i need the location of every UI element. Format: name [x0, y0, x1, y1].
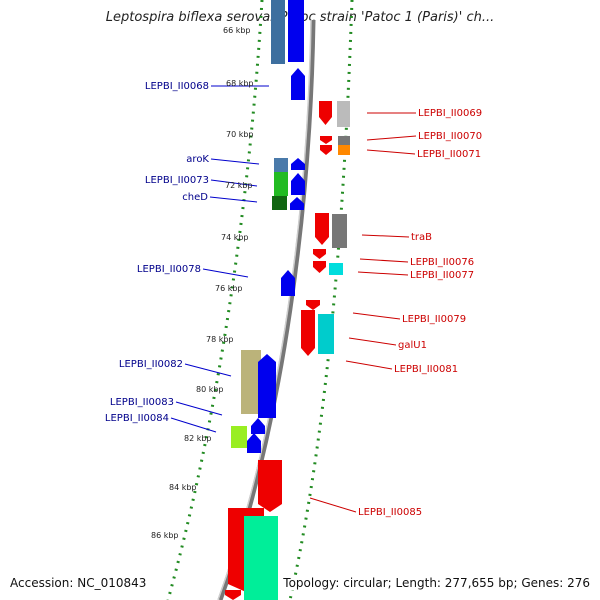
gene-block[interactable] — [288, 0, 304, 62]
label-leader-line — [210, 158, 260, 165]
tick-label: 78 kbp — [206, 335, 234, 344]
label-leader-line — [175, 401, 223, 416]
label-leader-line — [309, 497, 357, 513]
reverse-gene-arrow[interactable] — [301, 310, 315, 356]
forward-gene-arrow[interactable] — [258, 354, 276, 418]
label-leader-line — [170, 417, 217, 433]
gene-label[interactable]: LEPBI_II0079 — [402, 314, 466, 325]
tick-label: 82 kbp — [184, 434, 212, 443]
label-leader-line — [345, 360, 393, 370]
label-leader-line — [209, 196, 258, 203]
forward-gene-arrow[interactable] — [251, 418, 265, 434]
label-leader-line — [361, 234, 410, 238]
tick-label: 68 kbp — [226, 79, 254, 88]
label-leader-line — [210, 179, 258, 187]
tick-label: 74 kbp — [221, 233, 249, 242]
tick-label: 80 kbp — [196, 385, 224, 394]
tick-label: 86 kbp — [151, 531, 179, 540]
gene-block[interactable] — [337, 101, 350, 127]
reverse-gene-arrow[interactable] — [319, 101, 332, 125]
gene-block[interactable] — [272, 196, 287, 210]
gene-block[interactable] — [332, 214, 347, 248]
label-leader-line — [366, 135, 417, 141]
reverse-gene-arrow[interactable] — [313, 249, 326, 259]
gene-block[interactable] — [318, 314, 334, 354]
gene-label[interactable]: LEPBI_II0071 — [417, 149, 481, 160]
gene-label[interactable]: cheD — [182, 192, 208, 203]
reverse-gene-arrow[interactable] — [258, 460, 282, 512]
gene-block[interactable] — [274, 172, 288, 196]
gene-label[interactable]: LEPBI_II0068 — [145, 81, 209, 92]
gene-label[interactable]: LEPBI_II0078 — [137, 264, 201, 275]
gene-label[interactable]: LEPBI_II0076 — [410, 257, 474, 268]
tick-label: 76 kbp — [215, 284, 243, 293]
gene-label[interactable]: traB — [411, 232, 432, 243]
gene-block[interactable] — [271, 0, 285, 64]
label-leader-line — [352, 312, 401, 320]
gene-block[interactable] — [244, 516, 278, 600]
reverse-gene-arrow[interactable] — [320, 136, 332, 144]
gene-block[interactable] — [231, 426, 247, 448]
reverse-gene-arrow[interactable] — [313, 261, 326, 273]
accession-label: Accession: NC_010843 — [10, 576, 147, 590]
gene-label[interactable]: aroK — [186, 154, 209, 165]
forward-gene-arrow[interactable] — [291, 158, 305, 170]
gene-label[interactable]: LEPBI_II0073 — [145, 175, 209, 186]
gene-block[interactable] — [329, 263, 343, 275]
tick-label: 66 kbp — [223, 26, 251, 35]
reverse-gene-arrow[interactable] — [225, 590, 241, 600]
label-leader-line — [357, 271, 409, 276]
label-leader-line — [366, 149, 416, 155]
gene-label[interactable]: LEPBI_II0069 — [418, 108, 482, 119]
label-leader-line — [202, 268, 249, 278]
reverse-gene-arrow[interactable] — [315, 213, 329, 245]
gene-label[interactable]: LEPBI_II0084 — [105, 413, 169, 424]
reverse-gene-arrow[interactable] — [320, 145, 332, 155]
topology-label: Topology: circular; Length: 277,655 bp; … — [283, 576, 590, 590]
forward-gene-arrow[interactable] — [290, 197, 304, 210]
tick-label: 70 kbp — [226, 130, 254, 139]
label-leader-line — [359, 258, 409, 263]
label-leader-line — [348, 337, 397, 346]
forward-gene-arrow[interactable] — [281, 270, 295, 296]
forward-gene-arrow[interactable] — [291, 68, 305, 100]
gene-block[interactable] — [338, 136, 350, 145]
gene-label[interactable]: galU1 — [398, 340, 427, 351]
gene-label[interactable]: LEPBI_II0085 — [358, 507, 422, 518]
gene-label[interactable]: LEPBI_II0081 — [394, 364, 458, 375]
label-leader-line — [184, 363, 232, 377]
tick-label: 72 kbp — [225, 181, 253, 190]
forward-gene-arrow[interactable] — [247, 433, 261, 453]
gene-label[interactable]: LEPBI_II0082 — [119, 359, 183, 370]
gene-label[interactable]: LEPBI_II0083 — [110, 397, 174, 408]
tick-label: 84 kbp — [169, 483, 197, 492]
forward-gene-arrow[interactable] — [291, 173, 305, 195]
gene-label[interactable]: LEPBI_II0077 — [410, 270, 474, 281]
reverse-gene-arrow[interactable] — [306, 300, 320, 310]
gene-block[interactable] — [274, 158, 288, 172]
gene-block[interactable] — [338, 145, 350, 155]
gene-label[interactable]: LEPBI_II0070 — [418, 131, 482, 142]
gene-block[interactable] — [241, 350, 261, 414]
